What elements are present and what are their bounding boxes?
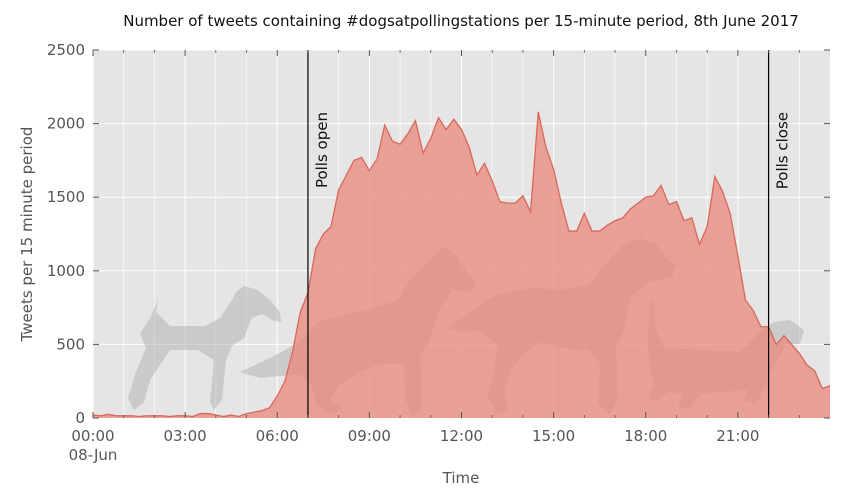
x-tick-label-7: 21:00 bbox=[716, 427, 759, 445]
x-tick-sublabel-0: 08-Jun bbox=[69, 446, 118, 464]
y-tick-label-3: 1500 bbox=[47, 188, 85, 206]
x-tick-label-0: 00:00 bbox=[71, 427, 114, 445]
x-tick-label-1: 03:00 bbox=[164, 427, 207, 445]
dog-silhouette-left bbox=[128, 286, 281, 410]
x-tick-label-5: 15:00 bbox=[532, 427, 575, 445]
y-axis-ticks: 0 500 1000 1500 2000 2500 bbox=[47, 41, 830, 427]
x-tick-label-3: 09:00 bbox=[348, 427, 391, 445]
y-tick-label-2: 1000 bbox=[47, 262, 85, 280]
tweets-area-series bbox=[93, 111, 830, 418]
y-tick-label-0: 0 bbox=[75, 409, 85, 427]
y-axis-label: Tweets per 15 minute period bbox=[18, 127, 36, 343]
x-tick-label-2: 06:00 bbox=[256, 427, 299, 445]
x-tick-label-4: 12:00 bbox=[440, 427, 483, 445]
annotations: Polls open Polls close bbox=[307, 50, 792, 418]
y-tick-label-5: 2500 bbox=[47, 41, 85, 59]
x-tick-label-6: 18:00 bbox=[624, 427, 667, 445]
y-tick-label-1: 500 bbox=[56, 335, 85, 353]
x-axis-label: Time bbox=[442, 469, 480, 487]
y-tick-label-4: 2000 bbox=[47, 115, 85, 133]
annotation-label-1: Polls close bbox=[774, 112, 792, 189]
annotation-label-0: Polls open bbox=[313, 112, 331, 188]
chart-title: Number of tweets containing #dogsatpolli… bbox=[123, 12, 799, 30]
